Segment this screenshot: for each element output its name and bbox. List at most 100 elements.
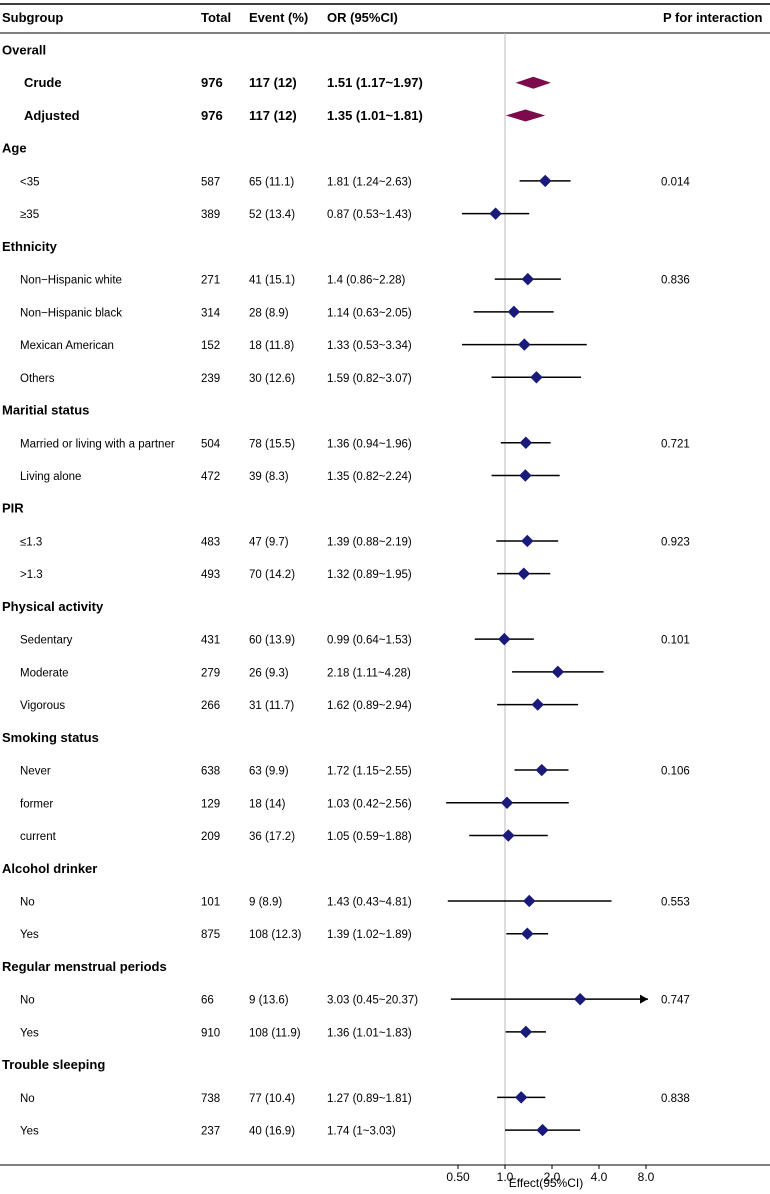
event-cell: 30 (12.6) bbox=[249, 373, 295, 385]
or-cell: 1.05 (0.59~1.88) bbox=[327, 831, 412, 843]
subgroup-label: Vigorous bbox=[20, 700, 65, 712]
group-row: Overall bbox=[2, 43, 46, 58]
total-cell: 472 bbox=[201, 471, 220, 483]
or-point bbox=[521, 272, 535, 286]
total-cell: 389 bbox=[201, 209, 220, 221]
group-label: Age bbox=[2, 141, 27, 156]
event-cell: 18 (11.8) bbox=[249, 340, 294, 352]
event-cell: 9 (8.9) bbox=[249, 896, 282, 908]
or-point bbox=[489, 207, 502, 220]
event-cell: 117 (12) bbox=[249, 75, 297, 90]
total-cell: 279 bbox=[201, 667, 220, 679]
or-cell: 1.35 (0.82~2.24) bbox=[327, 471, 412, 483]
subgroup-label: Others bbox=[20, 373, 55, 385]
subgroup-label: Mexican American bbox=[20, 340, 114, 352]
or-point bbox=[531, 698, 544, 711]
or-cell: 1.14 (0.63~2.05) bbox=[327, 307, 412, 319]
or-point bbox=[519, 1025, 533, 1039]
subgroup-label: ≤1.3 bbox=[20, 536, 42, 548]
forest-row: No 738 77 (10.4) 1.27 (0.89~1.81) 0.838 bbox=[20, 1091, 690, 1105]
subgroup-label: ≥35 bbox=[20, 209, 39, 221]
forest-row: Moderate 279 26 (9.3) 2.18 (1.11~4.28) bbox=[20, 665, 604, 679]
or-point bbox=[536, 1123, 549, 1137]
subgroup-label: >1.3 bbox=[20, 569, 43, 581]
or-cell: 1.4 (0.86~2.28) bbox=[327, 275, 405, 287]
forest-row: Others 239 30 (12.6) 1.59 (0.82~3.07) bbox=[20, 371, 582, 385]
or-point bbox=[530, 371, 543, 384]
subgroup-label: Never bbox=[20, 766, 51, 778]
overall-diamond bbox=[515, 76, 551, 89]
subgroup-label: <35 bbox=[20, 176, 40, 188]
forest-row: Married or living with a partner 504 78 (1… bbox=[20, 436, 690, 450]
or-cell: 1.32 (0.89~1.95) bbox=[327, 569, 412, 581]
group-label: Trouble sleeping bbox=[2, 1057, 105, 1072]
p-interaction-cell: 0.101 bbox=[661, 635, 690, 647]
subgroup-label: Moderate bbox=[20, 667, 69, 679]
x-tick-label: 4.0 bbox=[591, 1170, 608, 1184]
or-point bbox=[535, 763, 548, 777]
or-point bbox=[507, 305, 521, 319]
group-label: Physical activity bbox=[2, 599, 104, 614]
or-cell: 1.72 (1.15~2.55) bbox=[327, 766, 412, 778]
group-row: Smoking status bbox=[2, 730, 99, 745]
event-cell: 65 (11.1) bbox=[249, 176, 294, 188]
or-point bbox=[518, 338, 531, 351]
forest-row: Crude 976 117 (12) 1.51 (1.17~1.97) bbox=[24, 75, 551, 90]
p-interaction-cell: 0.836 bbox=[661, 275, 690, 287]
subgroup-label: Adjusted bbox=[24, 108, 80, 123]
event-cell: 60 (13.9) bbox=[249, 635, 295, 647]
forest-row: Adjusted 976 117 (12) 1.35 (1.01~1.81) bbox=[24, 108, 546, 123]
group-label: Regular menstrual periods bbox=[2, 959, 167, 974]
total-cell: 129 bbox=[201, 798, 220, 810]
total-cell: 976 bbox=[201, 108, 223, 123]
subgroup-label: Yes bbox=[20, 1027, 39, 1039]
group-label: Overall bbox=[2, 43, 46, 58]
forest-row: >1.3 493 70 (14.2) 1.32 (0.89~1.95) bbox=[20, 567, 551, 581]
total-cell: 483 bbox=[201, 536, 220, 548]
ci-arrow-head bbox=[640, 994, 648, 1004]
forest-row: Non−Hispanic black 314 28 (8.9) 1.14 (0.63~… bbox=[20, 305, 554, 319]
event-cell: 52 (13.4) bbox=[249, 209, 295, 221]
event-cell: 36 (17.2) bbox=[249, 831, 295, 843]
subgroup-label: Crude bbox=[24, 75, 62, 90]
total-cell: 209 bbox=[201, 831, 220, 843]
event-cell: 78 (15.5) bbox=[249, 438, 295, 450]
subgroup-label: Non−Hispanic white bbox=[20, 275, 122, 287]
group-row: Regular menstrual periods bbox=[2, 959, 167, 974]
event-cell: 108 (11.9) bbox=[249, 1027, 301, 1039]
or-point bbox=[521, 927, 534, 940]
p-interaction-cell: 0.014 bbox=[661, 176, 690, 188]
total-cell: 66 bbox=[201, 995, 214, 1007]
group-row: Physical activity bbox=[2, 599, 104, 614]
or-point bbox=[539, 174, 552, 188]
subgroup-label: No bbox=[20, 1093, 35, 1105]
total-cell: 976 bbox=[201, 75, 223, 90]
or-point bbox=[514, 1091, 528, 1104]
total-cell: 271 bbox=[201, 275, 220, 287]
group-row: PIR bbox=[2, 501, 24, 516]
p-interaction-cell: 0.721 bbox=[661, 438, 690, 450]
x-tick-label: 1.0 bbox=[497, 1170, 514, 1184]
group-label: PIR bbox=[2, 501, 24, 516]
event-cell: 117 (12) bbox=[249, 108, 297, 123]
or-cell: 0.99 (0.64~1.53) bbox=[327, 635, 412, 647]
total-cell: 738 bbox=[201, 1093, 220, 1105]
event-cell: 39 (8.3) bbox=[249, 471, 289, 483]
forest-rows: Overall Crude 976 117 (12) 1.51 (1.17~1.97) A… bbox=[2, 43, 690, 1138]
or-point bbox=[519, 469, 532, 482]
or-point bbox=[521, 534, 534, 548]
total-cell: 910 bbox=[201, 1027, 220, 1039]
event-cell: 40 (16.9) bbox=[249, 1126, 295, 1138]
or-point bbox=[519, 436, 533, 449]
or-cell: 0.87 (0.53~1.43) bbox=[327, 209, 412, 221]
or-cell: 1.74 (1~3.03) bbox=[327, 1126, 396, 1138]
total-cell: 152 bbox=[201, 340, 220, 352]
forest-row: <35 587 65 (11.1) 1.81 (1.24~2.63) 0.014 bbox=[20, 174, 690, 188]
x-tick-label: 0.50 bbox=[446, 1170, 470, 1184]
event-cell: 31 (11.7) bbox=[249, 700, 294, 712]
or-cell: 3.03 (0.45~20.37) bbox=[327, 995, 418, 1007]
event-cell: 47 (9.7) bbox=[249, 536, 289, 548]
or-cell: 1.81 (1.24~2.63) bbox=[327, 176, 412, 188]
subgroup-label: No bbox=[20, 896, 35, 908]
group-row: Maritial status bbox=[2, 403, 89, 418]
